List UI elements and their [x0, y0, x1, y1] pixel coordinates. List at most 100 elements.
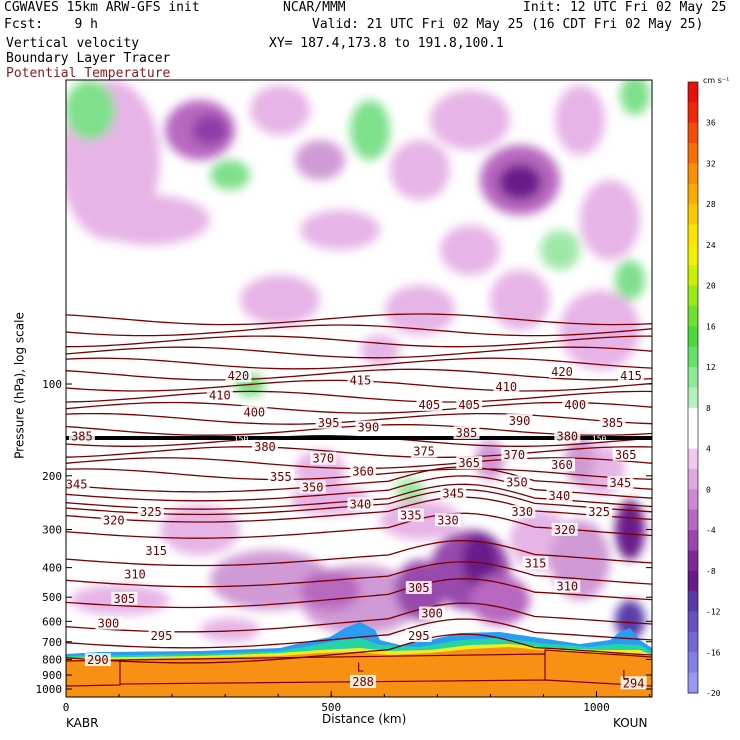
low-marker: L	[622, 668, 629, 682]
theta-label-bg	[355, 420, 382, 434]
colorbar-label: 32	[706, 159, 716, 168]
colorbar-label: 36	[706, 119, 716, 128]
theta-label-bg	[143, 543, 170, 557]
theta-label-bg	[95, 616, 122, 630]
right-endpoint-label: KOUN	[613, 716, 648, 730]
theta-label: 310	[556, 580, 578, 594]
theta-contour-labels: 420 415 420 415 410 410 400 405 405 400 395 390 390 3…	[66, 364, 647, 690]
theta-label: 290	[87, 653, 109, 667]
theta-label: 325	[140, 505, 162, 519]
y-tick-label: 700	[42, 636, 62, 649]
colorbar-swatch	[688, 367, 698, 388]
colorbar-swatch	[688, 672, 698, 694]
theta-label-bg	[456, 456, 483, 470]
y-tick-label: 600	[42, 615, 62, 628]
theta-label: 320	[103, 513, 125, 527]
valid-time: Valid: 21 UTC Fri 02 May 25 (16 CDT Fri …	[312, 17, 704, 32]
theta-label: 295	[408, 629, 430, 643]
tracer-orange-fill	[66, 647, 652, 697]
colorbar-swatch	[688, 163, 698, 185]
colorbar-swatch	[688, 204, 698, 226]
colorbar-frame	[687, 81, 699, 694]
theta-label: 370	[312, 452, 334, 466]
colorbar-swatch	[688, 509, 698, 531]
theta-label-bg	[411, 444, 438, 458]
colorbar-label: 16	[706, 322, 716, 331]
theta-label-bg	[554, 579, 581, 593]
theta-label: 335	[400, 509, 422, 523]
theta-contour	[66, 313, 652, 326]
tropopause-value-label: 150	[234, 435, 249, 444]
colorbar-swatch	[688, 102, 698, 124]
theta-label-bg	[562, 397, 589, 411]
theta-contour	[66, 357, 652, 370]
theta-label-bg	[100, 513, 127, 527]
theta-label-bg	[586, 505, 613, 519]
y-tick-label: 500	[42, 591, 62, 604]
theta-contour	[66, 401, 652, 414]
left-endpoint-label: KABR	[66, 716, 99, 730]
theta-label: 288	[352, 675, 374, 689]
colorbar-label: 12	[706, 363, 716, 372]
theta-contour	[66, 540, 652, 567]
colorbar-label: 20	[706, 282, 716, 291]
theta-contour	[66, 561, 652, 588]
theta-label: 400	[243, 406, 265, 420]
x-tick-label: 0	[63, 701, 70, 714]
theta-contour	[66, 618, 652, 649]
theta-label: 295	[151, 629, 173, 643]
theta-label-bg	[522, 556, 549, 570]
theta-label: 305	[408, 581, 430, 595]
theta-label: 315	[145, 544, 167, 558]
theta-label: 300	[421, 607, 443, 621]
theta-label-bg	[350, 674, 377, 688]
theta-label-bg	[347, 373, 374, 387]
theta-label: 380	[556, 430, 578, 444]
colorbar-swatch	[688, 407, 698, 429]
theta-label: 395	[318, 416, 340, 430]
theta-label-bg	[68, 429, 95, 443]
theta-label: 375	[413, 445, 435, 459]
theta-label: 420	[228, 369, 250, 383]
theta-label: 340	[350, 497, 372, 511]
theta-label-bg	[419, 606, 446, 620]
colorbar-label: 4	[706, 445, 711, 454]
theta-label-bg	[121, 567, 148, 581]
x-tick-label: 500	[321, 701, 341, 714]
colorbar-swatch	[688, 285, 698, 307]
theta-label-bg	[350, 464, 377, 478]
theta-label: 410	[209, 389, 231, 403]
theta-label: 320	[554, 523, 576, 537]
theta-label-bg	[299, 480, 326, 494]
field-label-boundary-layer-tracer: Boundary Layer Tracer	[6, 51, 171, 66]
theta-label: 294	[623, 676, 645, 690]
theta-label-bg	[137, 505, 164, 519]
theta-label-bg	[310, 451, 337, 465]
theta-label: 390	[358, 421, 380, 435]
theta-label: 385	[71, 430, 93, 444]
colorbar-swatch	[688, 611, 698, 633]
theta-label: 350	[302, 480, 324, 494]
theta-label-bg	[546, 489, 573, 503]
theta-contour	[66, 335, 652, 348]
colorbar-swatch	[688, 244, 698, 266]
theta-label-bg	[493, 379, 520, 393]
colorbar-swatch	[688, 326, 698, 348]
theta-label: 370	[503, 448, 525, 462]
theta-label-bg	[405, 580, 432, 594]
theta-contour	[66, 496, 652, 523]
theta-label: 405	[458, 398, 480, 412]
y-tick-label: 1000	[36, 683, 63, 696]
colorbar-label: -8	[706, 567, 716, 576]
theta-label: 365	[458, 456, 480, 470]
theta-label-bg	[397, 508, 424, 522]
y-tick-label: 900	[42, 669, 62, 682]
theta-label-bg	[148, 628, 175, 642]
theta-label: 330	[511, 505, 533, 519]
theta-label: 415	[620, 369, 642, 383]
colorbar-swatch	[688, 530, 698, 551]
theta-label-bg	[551, 522, 578, 536]
colorbar-swatch	[688, 652, 698, 674]
theta-label: 360	[352, 464, 374, 478]
center-label: NCAR/MMM	[283, 0, 346, 15]
